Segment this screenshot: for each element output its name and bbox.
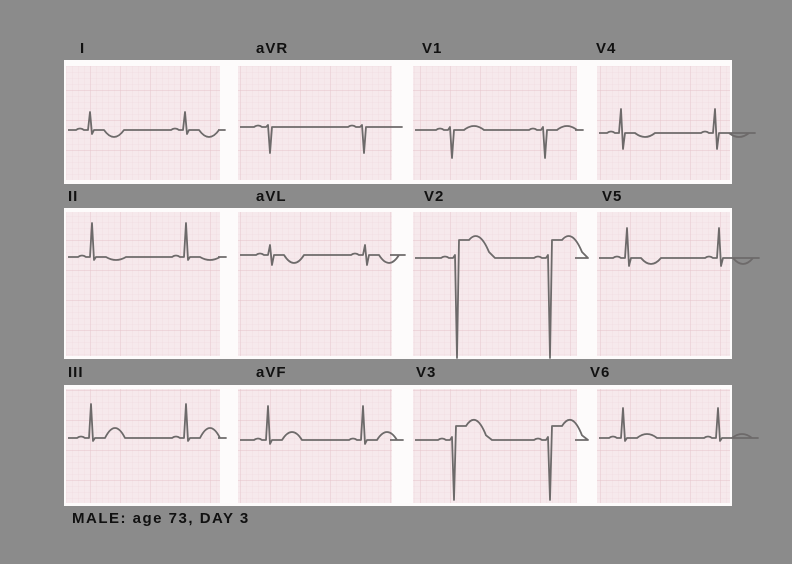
lead-label-aVR: aVR: [256, 40, 289, 57]
patient-caption: MALE: age 73, DAY 3: [72, 510, 250, 527]
grid-lines-V5: [597, 212, 730, 356]
ecg-trace-V2: [415, 235, 589, 359]
grid-lines-aVL: [238, 212, 392, 356]
lead-label-II: II: [68, 188, 79, 205]
lead-label-V6: V6: [590, 364, 611, 381]
ecg-trace-V1: [415, 125, 584, 159]
ecg-trace-II: [68, 222, 227, 261]
ecg-trace-V5: [599, 227, 760, 267]
grid-lines-V4: [597, 66, 730, 180]
grid-lines-aVF: [238, 389, 392, 503]
ecg-trace-aVF: [240, 405, 404, 445]
grid-lines-III: [66, 389, 220, 503]
grid-lines-V3: [413, 389, 577, 503]
ecg-trace-I: [68, 111, 226, 138]
ecg-trace-V6: [599, 407, 759, 442]
lead-label-V3: V3: [416, 364, 437, 381]
lead-label-V4: V4: [596, 40, 617, 57]
ecg-trace-III: [68, 403, 227, 442]
lead-label-I: I: [80, 40, 86, 57]
grid-lines-aVR: [238, 66, 392, 180]
ecg-trace-V4: [599, 108, 756, 150]
lead-label-aVL: aVL: [256, 188, 287, 205]
grid-lines-V2: [413, 212, 577, 356]
lead-label-aVF: aVF: [256, 364, 287, 381]
lead-label-V1: V1: [422, 40, 443, 57]
grid-lines-V1: [413, 66, 577, 180]
ecg-trace-aVR: [240, 124, 403, 154]
lead-label-V2: V2: [424, 188, 445, 205]
grid-lines-V6: [597, 389, 730, 503]
ecg-trace-V3: [415, 418, 589, 501]
lead-label-III: III: [68, 364, 84, 381]
ecg-trace-aVL: [240, 244, 406, 266]
lead-label-V5: V5: [602, 188, 623, 205]
grid-lines-II: [66, 212, 220, 356]
